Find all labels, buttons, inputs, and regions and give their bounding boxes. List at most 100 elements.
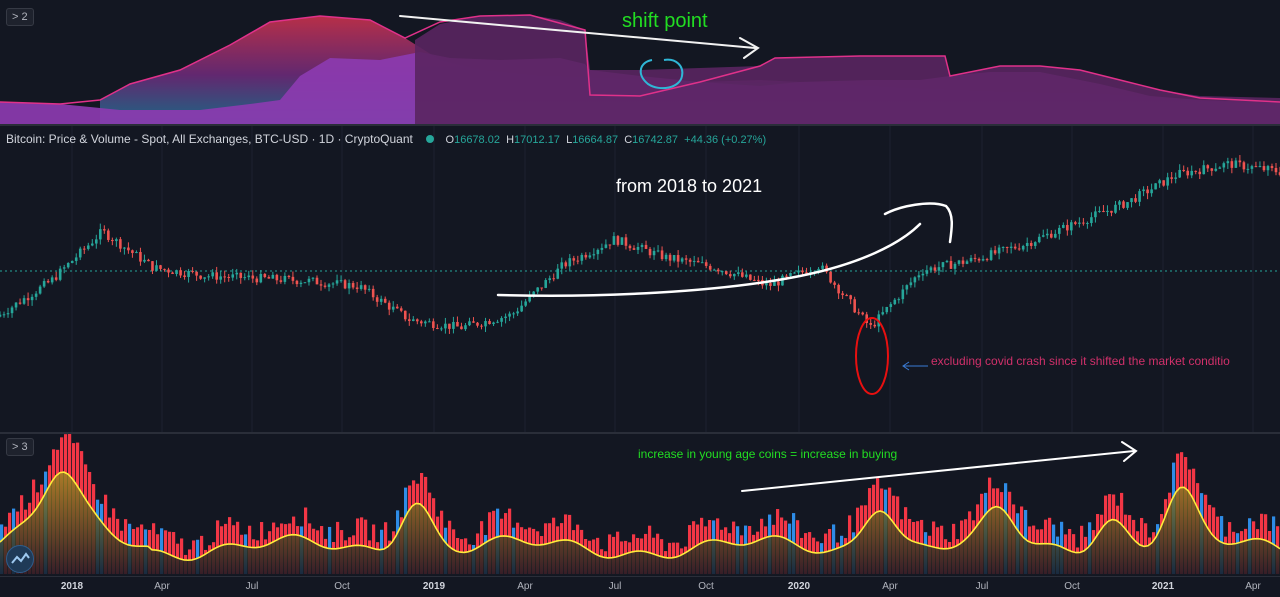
candle-body (54, 277, 58, 280)
candle-body (616, 236, 620, 245)
legend-title[interactable]: Bitcoin: Price & Volume - Spot, All Exch… (6, 132, 413, 146)
candle-body (371, 288, 375, 298)
candle-body (1226, 161, 1230, 164)
candle-body (580, 254, 584, 261)
candle-body (347, 283, 351, 289)
coin-age-bar (172, 532, 176, 574)
candle-body (917, 275, 921, 278)
candle-body (536, 287, 539, 292)
cryptoquant-logo[interactable] (6, 545, 34, 573)
candle-body (1122, 201, 1125, 208)
candle-body (993, 250, 997, 254)
candle-body (127, 247, 130, 251)
candle-body (716, 269, 720, 272)
candle-body (90, 243, 94, 246)
candle-body (215, 272, 218, 280)
candle-body (291, 276, 295, 281)
candle-body (440, 328, 443, 330)
ohlc-values: O16678.02 H17012.17 L16664.87 C16742.87 … (445, 134, 767, 146)
candle-body (163, 268, 166, 270)
pane-separator-top[interactable] (0, 124, 1280, 126)
candle-body (805, 272, 808, 275)
candle-body (540, 287, 543, 289)
candle-body (692, 260, 696, 262)
time-axis[interactable]: 2018 Apr Jul Oct 2019 Apr Jul Oct 2020 Apr Jul Oct 2… (0, 576, 1280, 597)
candle-body (977, 258, 981, 261)
candle-body (1041, 235, 1045, 237)
candle-body (131, 250, 134, 254)
candle-body (0, 314, 2, 317)
candle-body (660, 250, 664, 260)
coin-age-bar (168, 531, 172, 574)
candle-body (359, 285, 363, 289)
candle-body (1106, 210, 1109, 213)
candle-body (524, 301, 527, 306)
candle-body (865, 314, 869, 324)
candle-body (444, 323, 447, 329)
candle-body (99, 229, 102, 240)
candle-body (1070, 222, 1073, 231)
top-pane-toggle[interactable]: > 2 (6, 8, 34, 26)
candle-body (86, 245, 90, 249)
candle-body (159, 265, 162, 269)
candle-body (1266, 166, 1270, 171)
candle-body (327, 284, 331, 287)
candle-body (203, 277, 206, 279)
candle-body (620, 237, 624, 245)
x-tick-label: Apr (882, 581, 898, 592)
coin-age-bar (656, 533, 660, 574)
candle-body (548, 278, 552, 281)
candlestick-series (0, 155, 1280, 334)
candle-body (1045, 233, 1049, 236)
x-tick-label: Apr (517, 581, 533, 592)
candle-body (103, 229, 106, 231)
bottom-pane-toggle[interactable]: > 3 (6, 438, 34, 456)
candle-body (1126, 202, 1129, 208)
candle-body (311, 277, 315, 279)
candle-body (857, 312, 860, 314)
x-tick-label: Jul (975, 581, 989, 592)
candle-body (684, 258, 688, 260)
x-tick-label: Jul (608, 581, 622, 592)
candle-body (885, 306, 889, 313)
candle-body (680, 258, 684, 262)
market-status-dot (426, 135, 435, 143)
candle-body (588, 255, 592, 258)
candle-body (508, 313, 511, 317)
candle-body (407, 319, 411, 321)
candle-body (399, 308, 403, 311)
candle-body (183, 275, 186, 277)
candle-body (985, 259, 989, 261)
candle-body (704, 262, 708, 266)
shift-point-annotation: shift point (622, 10, 708, 32)
candle-body (424, 321, 427, 324)
candle-body (207, 276, 210, 278)
coin-age-bar (192, 540, 196, 574)
coin-age-bar (648, 525, 652, 574)
candle-body (953, 263, 957, 269)
candle-body (1170, 177, 1173, 179)
candle-body (468, 321, 471, 326)
candle-body (14, 302, 18, 308)
candle-body (989, 250, 993, 260)
candle-body (476, 322, 479, 326)
candle-body (913, 277, 917, 283)
candle-body (70, 260, 74, 263)
candle-body (42, 281, 46, 287)
candle-body (592, 254, 596, 256)
top-indicator-pane (0, 14, 1280, 124)
candle-body (1218, 167, 1222, 169)
pane-separator-bottom[interactable] (0, 432, 1280, 434)
candle-body (367, 288, 371, 290)
candle-body (572, 258, 576, 261)
candle-body (1158, 180, 1161, 184)
candle-body (456, 321, 459, 327)
candle-body (231, 274, 235, 278)
candle-body (283, 275, 287, 282)
candle-body (1186, 170, 1190, 176)
trend-curve-annotation (496, 202, 953, 297)
x-tick-label: Apr (1245, 581, 1261, 592)
x-tick-label: Oct (1064, 581, 1080, 592)
candle-body (745, 274, 748, 277)
candle-body (708, 265, 712, 270)
